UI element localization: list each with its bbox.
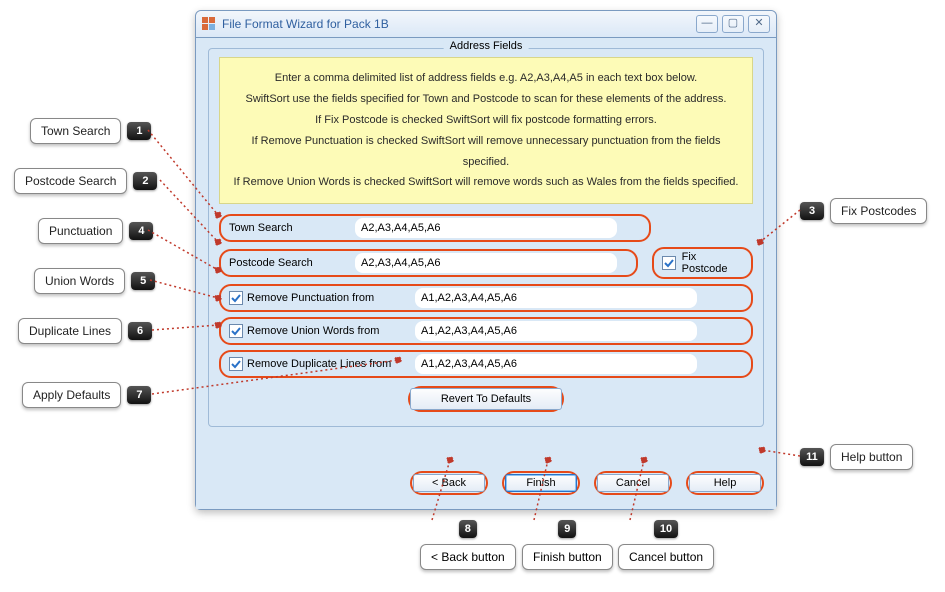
remove-duplicate-lines-input[interactable] <box>415 354 697 374</box>
window-body: Address Fields Enter a comma delimited l… <box>196 38 776 443</box>
instruction-line: If Remove Punctuation is checked SwiftSo… <box>228 131 744 173</box>
revert-to-defaults-button[interactable]: Revert To Defaults <box>410 388 562 410</box>
wizard-footer: < Back Finish Cancel Help <box>196 443 776 509</box>
callout-fix-postcodes: Fix Postcodes 3 <box>800 198 927 224</box>
postcode-search-input[interactable] <box>355 253 617 273</box>
cancel-button[interactable]: Cancel <box>597 474 669 492</box>
instruction-line: If Remove Union Words is checked SwiftSo… <box>228 172 744 193</box>
remove-punctuation-input[interactable] <box>415 288 697 308</box>
app-icon <box>202 17 216 31</box>
minimize-button[interactable]: — <box>696 15 718 33</box>
window-title: File Format Wizard for Pack 1B <box>222 17 389 31</box>
callout-help-button: Help button 11 <box>800 444 913 470</box>
callout-duplicate-lines: Duplicate Lines 6 <box>18 318 152 344</box>
callout-town-search: Town Search 1 <box>30 118 151 144</box>
town-search-row: Town Search <box>219 214 753 242</box>
instruction-line: If Fix Postcode is checked SwiftSort wil… <box>228 110 744 131</box>
town-search-label: Town Search <box>229 222 349 234</box>
remove-punctuation-label: Remove Punctuation from <box>247 292 374 304</box>
callout-back-button: 8 < Back button <box>420 520 516 570</box>
fix-postcode-label: Fix Postcode <box>682 251 743 275</box>
callout-finish-button: 9 Finish button <box>522 520 613 570</box>
callout-postcode-search: Postcode Search 2 <box>14 168 157 194</box>
remove-duplicate-lines-checkbox[interactable] <box>229 357 243 371</box>
fix-postcode-checkbox[interactable] <box>662 256 676 270</box>
close-button[interactable]: ✕ <box>748 15 770 33</box>
help-button[interactable]: Help <box>689 474 761 492</box>
instruction-line: SwiftSort use the fields specified for T… <box>228 89 744 110</box>
wizard-window: File Format Wizard for Pack 1B — ▢ ✕ Add… <box>195 10 777 510</box>
remove-punctuation-checkbox[interactable] <box>229 291 243 305</box>
maximize-button[interactable]: ▢ <box>722 15 744 33</box>
postcode-search-label: Postcode Search <box>229 257 349 269</box>
callout-cancel-button: 10 Cancel button <box>618 520 714 570</box>
remove-union-words-label: Remove Union Words from <box>247 325 379 337</box>
back-button[interactable]: < Back <box>413 474 485 492</box>
address-fields-fieldset: Address Fields Enter a comma delimited l… <box>208 48 764 427</box>
callout-apply-defaults: Apply Defaults 7 <box>22 382 151 408</box>
remove-punctuation-row: Remove Punctuation from <box>219 284 753 312</box>
remove-duplicate-lines-row: Remove Duplicate Lines from <box>219 350 753 378</box>
instruction-line: Enter a comma delimited list of address … <box>228 68 744 89</box>
titlebar: File Format Wizard for Pack 1B — ▢ ✕ <box>196 11 776 38</box>
fix-postcode-wrap: Fix Postcode <box>652 247 753 279</box>
finish-button[interactable]: Finish <box>505 474 577 492</box>
callout-punctuation: Punctuation 4 <box>38 218 153 244</box>
town-search-input[interactable] <box>355 218 617 238</box>
remove-union-words-row: Remove Union Words from <box>219 317 753 345</box>
postcode-search-row: Postcode Search Fix Postcode <box>219 247 753 279</box>
revert-highlight: Revert To Defaults <box>408 386 564 412</box>
remove-union-words-input[interactable] <box>415 321 697 341</box>
remove-union-words-checkbox[interactable] <box>229 324 243 338</box>
remove-duplicate-lines-label: Remove Duplicate Lines from <box>247 358 391 370</box>
callout-union-words: Union Words 5 <box>34 268 155 294</box>
instructions-panel: Enter a comma delimited list of address … <box>219 57 753 204</box>
fieldset-legend: Address Fields <box>444 40 529 52</box>
